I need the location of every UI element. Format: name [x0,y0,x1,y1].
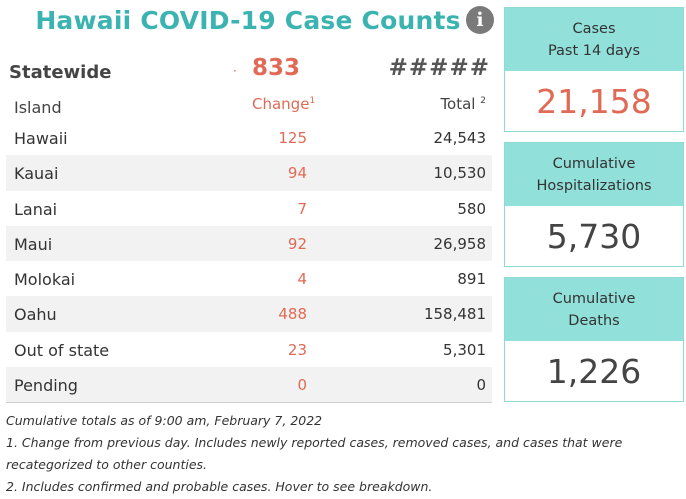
card-header: Cumulative Hospitalizations [505,143,683,206]
hospitalizations-value: 5,730 [546,217,642,256]
header-total: Total 2 [440,95,486,113]
cases-14-days-value: 21,158 [536,82,652,121]
table-header: Island Change1 Total 2 [6,92,492,120]
island-name: Kauai [14,164,59,184]
marker-dot: · [233,64,237,78]
table-row[interactable]: Pending 0 0 [6,367,492,403]
footnote-1-cont: recategorized to other counties. [6,457,208,472]
island-table: Hawaii 125 24,543 Kauai 94 10,530 Lanai … [6,120,492,404]
cases-14-days-card[interactable]: Cases Past 14 days 21,158 [504,7,684,132]
island-change: 94 [287,164,307,183]
island-name: Oahu [14,305,57,325]
statewide-change: 833 [252,55,301,81]
page-title: Hawaii COVID-19 Case Counts [35,6,461,35]
island-name: Lanai [14,199,58,219]
card-header-line2: Deaths [568,312,620,329]
island-name: Out of state [14,340,110,360]
island-name: Pending [14,376,78,396]
footnote-2: 2. Includes confirmed and probable cases… [6,479,433,494]
statewide-row[interactable]: Statewide · 833 ##### [0,52,496,90]
island-total: 24,543 [433,129,487,147]
island-change: 23 [287,340,307,359]
statewide-total: ##### [388,55,490,81]
table-row[interactable]: Molokai 4 891 [6,261,492,296]
island-total: 891 [457,270,486,289]
deaths-card[interactable]: Cumulative Deaths 1,226 [504,277,684,402]
island-name: Maui [14,234,53,254]
card-header: Cases Past 14 days [505,8,683,71]
island-change: 4 [297,270,307,289]
island-total: 26,958 [433,234,487,253]
island-total: 0 [476,376,486,395]
card-header-line1: Cases [572,20,616,37]
island-total: 158,481 [423,305,486,324]
table-row[interactable]: Out of state 23 5,301 [6,332,492,367]
island-total: 580 [457,199,486,218]
info-icon[interactable]: i [466,6,494,34]
island-change: 0 [297,376,307,395]
card-header-line2: Past 14 days [547,42,641,59]
island-total: 5,301 [443,340,486,359]
island-name: Hawaii [14,129,68,148]
island-name: Molokai [14,270,76,290]
table-row[interactable]: Oahu 488 158,481 [6,296,492,332]
table-row[interactable]: Lanai 7 580 [6,191,492,226]
footnotes: Cumulative totals as of 9:00 am, Februar… [6,410,682,498]
island-change: 488 [278,305,307,324]
island-change: 7 [297,199,307,218]
header-island: Island [14,98,62,117]
deaths-value: 1,226 [546,352,642,391]
table-row[interactable]: Maui 92 26,958 [6,225,492,262]
footnote-1: 1. Change from previous day. Includes ne… [6,435,623,450]
card-header-line1: Cumulative [552,290,636,307]
hospitalizations-card[interactable]: Cumulative Hospitalizations 5,730 [504,142,684,267]
card-header-line1: Cumulative [552,155,636,172]
island-total: 10,530 [433,164,487,183]
as-of-note: Cumulative totals as of 9:00 am, Februar… [6,413,323,428]
table-row[interactable]: Hawaii 125 24,543 [6,120,492,155]
island-change: 125 [278,129,307,147]
statewide-label: Statewide [9,62,112,83]
card-header: Cumulative Deaths [505,278,683,341]
island-change: 92 [287,234,307,253]
card-header-line2: Hospitalizations [536,177,652,194]
header-change: Change1 [252,95,316,113]
case-counts-panel: Hawaii COVID-19 Case Counts i Statewide … [0,6,496,404]
table-row[interactable]: Kauai 94 10,530 [6,155,492,191]
